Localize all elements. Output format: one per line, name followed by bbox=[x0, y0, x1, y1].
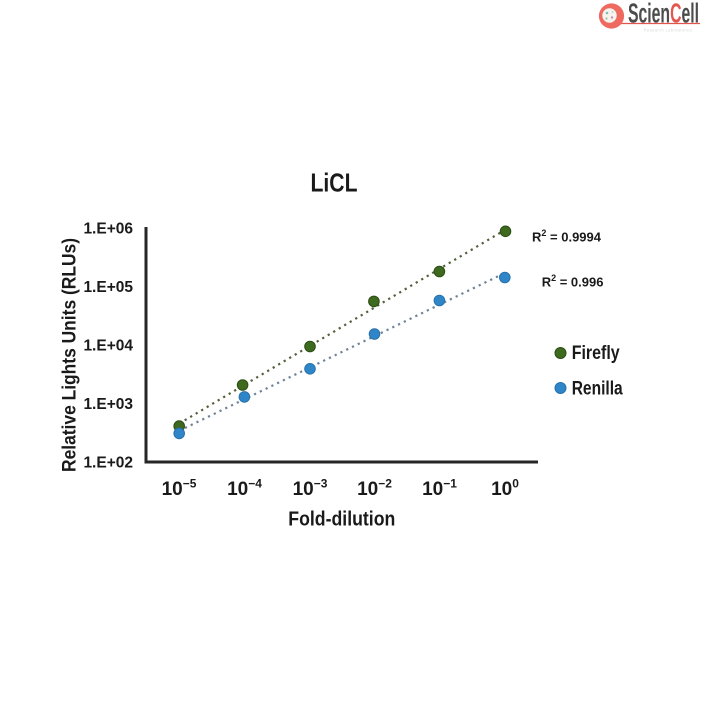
svg-text:1.E+05: 1.E+05 bbox=[83, 279, 133, 296]
svg-text:Renilla: Renilla bbox=[572, 379, 623, 400]
svg-text:R2 = 0.996: R2 = 0.996 bbox=[542, 273, 604, 290]
svg-text:10−2: 10−2 bbox=[357, 477, 392, 501]
svg-text:Relative Lights Units (RLUs): Relative Lights Units (RLUs) bbox=[60, 238, 81, 472]
svg-text:10−5: 10−5 bbox=[162, 477, 197, 501]
svg-text:100: 100 bbox=[491, 477, 519, 501]
svg-text:1.E+02: 1.E+02 bbox=[83, 455, 133, 472]
svg-text:ScienCell: ScienCell bbox=[628, 0, 699, 29]
svg-text:R2 = 0.9994: R2 = 0.9994 bbox=[532, 228, 602, 245]
svg-text:Research Laboratories: Research Laboratories bbox=[644, 28, 693, 33]
svg-text:LiCL: LiCL bbox=[311, 168, 358, 198]
svg-text:10−1: 10−1 bbox=[422, 477, 457, 501]
svg-text:1.E+06: 1.E+06 bbox=[83, 221, 133, 238]
svg-text:Firefly: Firefly bbox=[572, 343, 620, 364]
svg-text:1.E+03: 1.E+03 bbox=[83, 396, 133, 413]
svg-text:10−4: 10−4 bbox=[227, 477, 262, 501]
svg-text:10−3: 10−3 bbox=[293, 477, 328, 501]
svg-text:Fold-dilution: Fold-dilution bbox=[288, 508, 395, 531]
svg-text:1.E+04: 1.E+04 bbox=[83, 338, 133, 355]
